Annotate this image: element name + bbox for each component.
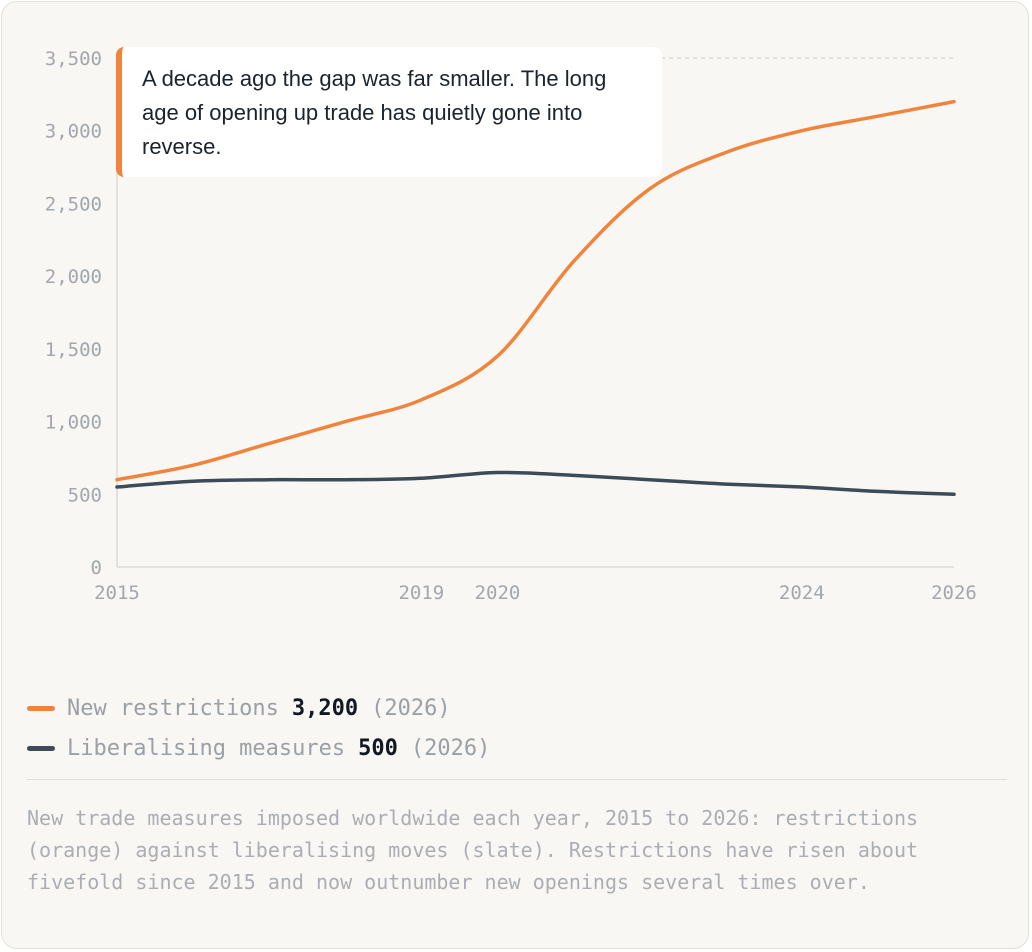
series-line-liberalising-measures	[115, 470, 956, 497]
x-tick-label: 2024	[779, 582, 825, 604]
y-tick-label: 3,500	[45, 48, 102, 70]
chart-annotation: A decade ago the gap was far smaller. Th…	[116, 47, 662, 177]
legend-year: (2026)	[410, 735, 491, 761]
x-axis-ticks: 2015 2019 2020 2024 2026	[94, 582, 977, 604]
legend-label: Liberalising measures	[67, 735, 346, 761]
legend-item-new-restrictions: New restrictions 3,200 (2026)	[27, 688, 490, 728]
y-tick-label: 2,000	[45, 266, 102, 288]
legend-swatch-orange	[27, 705, 55, 711]
y-tick-label: 1,500	[45, 339, 102, 361]
legend-swatch-slate	[27, 745, 55, 751]
legend-item-liberalising-measures: Liberalising measures 500 (2026)	[27, 728, 490, 768]
chart-caption: New trade measures imposed worldwide eac…	[27, 806, 919, 894]
divider	[27, 779, 1007, 780]
series-layer	[115, 99, 956, 497]
y-tick-label: 2,500	[45, 193, 102, 215]
x-tick-label: 2015	[94, 582, 140, 604]
x-tick-label: 2020	[475, 582, 521, 604]
legend-value: 3,200	[291, 695, 359, 721]
y-axis-ticks: 0 500 1,000 1,500 2,000 2,500 3,000 3,500	[45, 48, 102, 579]
legend-year: (2026)	[371, 695, 451, 721]
y-tick-label: 0	[91, 557, 102, 579]
annotation-text: A decade ago the gap was far smaller. Th…	[142, 66, 607, 159]
legend-value: 500	[358, 735, 398, 761]
x-tick-label: 2026	[931, 582, 977, 604]
legend-label: New restrictions	[67, 695, 279, 721]
y-tick-label: 1,000	[45, 412, 102, 434]
legend: New restrictions 3,200 (2026) Liberalisi…	[27, 688, 490, 768]
x-tick-label: 2019	[398, 582, 444, 604]
y-tick-label: 500	[68, 484, 102, 506]
y-tick-label: 3,000	[45, 121, 102, 143]
series-line-new-restrictions	[115, 99, 956, 482]
